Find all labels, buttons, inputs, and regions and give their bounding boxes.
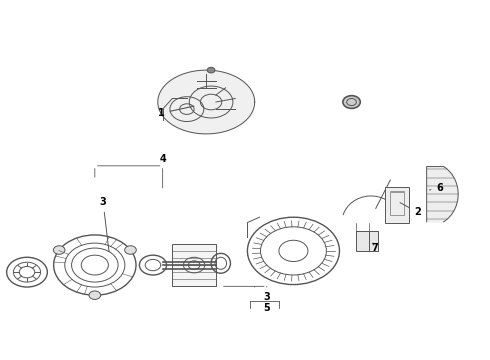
Text: 4: 4 bbox=[159, 154, 166, 164]
Text: 3: 3 bbox=[264, 292, 270, 302]
Bar bbox=[356, 231, 368, 251]
Polygon shape bbox=[158, 70, 255, 134]
Bar bbox=[386, 187, 409, 222]
Circle shape bbox=[343, 96, 360, 108]
Circle shape bbox=[53, 246, 65, 254]
Text: 1: 1 bbox=[158, 106, 194, 118]
Circle shape bbox=[207, 67, 215, 73]
Circle shape bbox=[89, 291, 100, 300]
Text: 7: 7 bbox=[371, 243, 378, 253]
Polygon shape bbox=[172, 244, 216, 286]
Text: 3: 3 bbox=[99, 197, 109, 252]
Text: 6: 6 bbox=[429, 183, 443, 193]
Polygon shape bbox=[427, 167, 458, 222]
Text: 2: 2 bbox=[400, 203, 421, 217]
Bar bbox=[391, 192, 404, 215]
Circle shape bbox=[124, 246, 136, 254]
Bar bbox=[368, 231, 378, 251]
Text: 5: 5 bbox=[264, 303, 270, 312]
